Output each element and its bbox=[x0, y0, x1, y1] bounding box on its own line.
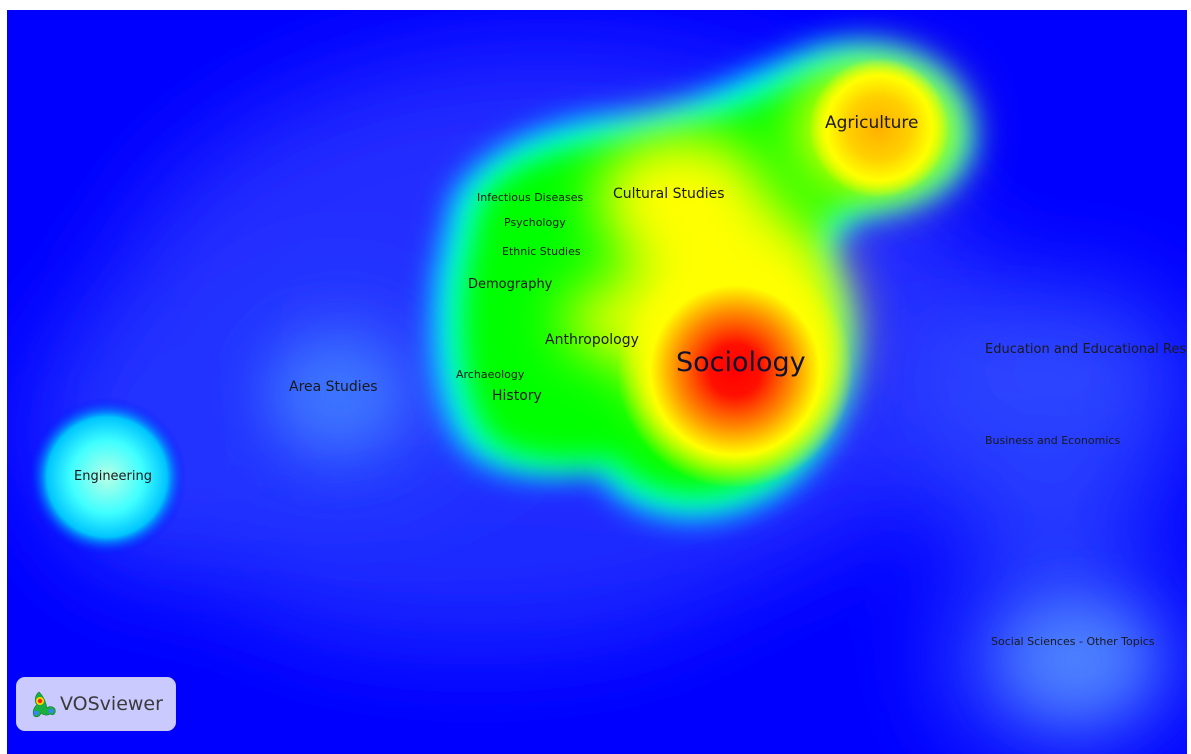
term-history[interactable]: History bbox=[492, 388, 542, 404]
term-business-economics[interactable]: Business and Economics bbox=[985, 434, 1121, 447]
term-social-sciences-other[interactable]: Social Sciences - Other Topics bbox=[991, 635, 1155, 648]
engineering-density bbox=[27, 397, 187, 557]
vosviewer-logo: VOSviewer bbox=[16, 677, 176, 731]
term-demography[interactable]: Demography bbox=[468, 277, 553, 292]
term-psychology[interactable]: Psychology bbox=[504, 216, 566, 229]
term-cultural-studies[interactable]: Cultural Studies bbox=[613, 186, 725, 202]
app-name: VOSviewer bbox=[60, 693, 163, 715]
vosviewer-logo-icon bbox=[32, 691, 56, 718]
haze-spots bbox=[267, 335, 1147, 715]
term-sociology[interactable]: Sociology bbox=[676, 347, 806, 378]
density-heatmap bbox=[7, 10, 1187, 754]
term-anthropology[interactable]: Anthropology bbox=[545, 332, 639, 348]
agriculture-density bbox=[809, 58, 949, 198]
term-archaeology[interactable]: Archaeology bbox=[456, 368, 525, 381]
term-engineering[interactable]: Engineering bbox=[74, 469, 152, 484]
density-map[interactable]: Sociology Agriculture Cultural Studies A… bbox=[7, 10, 1187, 754]
term-ethnic-studies[interactable]: Ethnic Studies bbox=[502, 245, 581, 258]
term-education[interactable]: Education and Educational Rese bbox=[985, 342, 1187, 357]
term-agriculture[interactable]: Agriculture bbox=[825, 113, 919, 133]
sociology-density bbox=[617, 252, 853, 488]
term-infectious-diseases[interactable]: Infectious Diseases bbox=[477, 191, 584, 204]
term-area-studies[interactable]: Area Studies bbox=[289, 379, 378, 395]
